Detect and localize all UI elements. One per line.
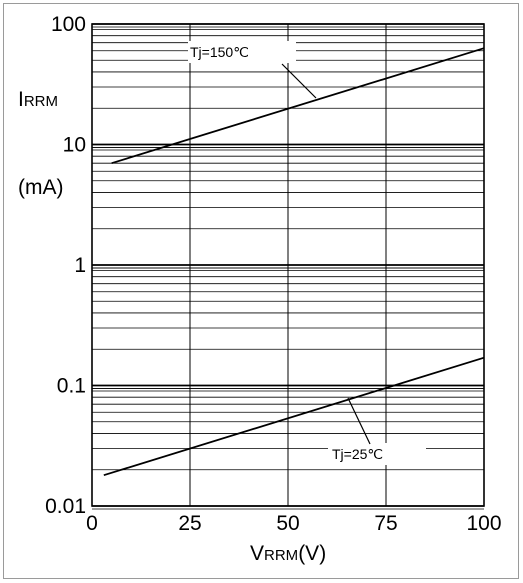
y-tick-label: 0.01 <box>45 495 86 518</box>
leader-line-25 <box>347 397 371 445</box>
x-axis-label: VRRM(V) <box>250 542 326 565</box>
y-axis-label: IRRM <box>18 88 58 111</box>
series-line-1 <box>103 356 485 477</box>
y-tick-label: 0.1 <box>57 375 86 398</box>
x-tick-label: 25 <box>178 512 201 535</box>
annotation-tj-25: Tj=25℃ <box>332 446 383 462</box>
series-lines <box>103 47 485 477</box>
y-tick-label: 10 <box>63 134 86 157</box>
x-tick-labels: 0 25 50 75 100 <box>86 512 501 535</box>
y-tick-label: 1 <box>74 254 86 277</box>
x-tick-label: 100 <box>466 512 501 535</box>
x-tick-label: 0 <box>86 512 98 535</box>
y-axis-label-main: I <box>18 88 24 111</box>
y-axis-unit: (mA) <box>18 176 64 199</box>
annotation-tj-150: Tj=150℃ <box>190 44 249 60</box>
y-tick-labels: 0.01 0.1 1 10 100 <box>45 13 86 518</box>
x-tick-label: 50 <box>276 512 299 535</box>
x-axis-label-sub: RRM <box>264 547 298 564</box>
y-tick-label: 100 <box>51 13 86 36</box>
grid <box>91 23 485 510</box>
plot-border <box>91 23 485 507</box>
leader-line-150 <box>281 63 317 99</box>
x-axis-label-unit: (V) <box>298 542 326 565</box>
annotation-bg-25 <box>328 443 426 465</box>
series-line-0 <box>111 47 485 165</box>
y-axis-label-sub: RRM <box>24 93 58 110</box>
x-axis-label-main: V <box>250 542 264 565</box>
x-tick-label: 75 <box>374 512 397 535</box>
annotation-bg-150 <box>188 41 296 63</box>
chart-frame <box>3 3 519 579</box>
